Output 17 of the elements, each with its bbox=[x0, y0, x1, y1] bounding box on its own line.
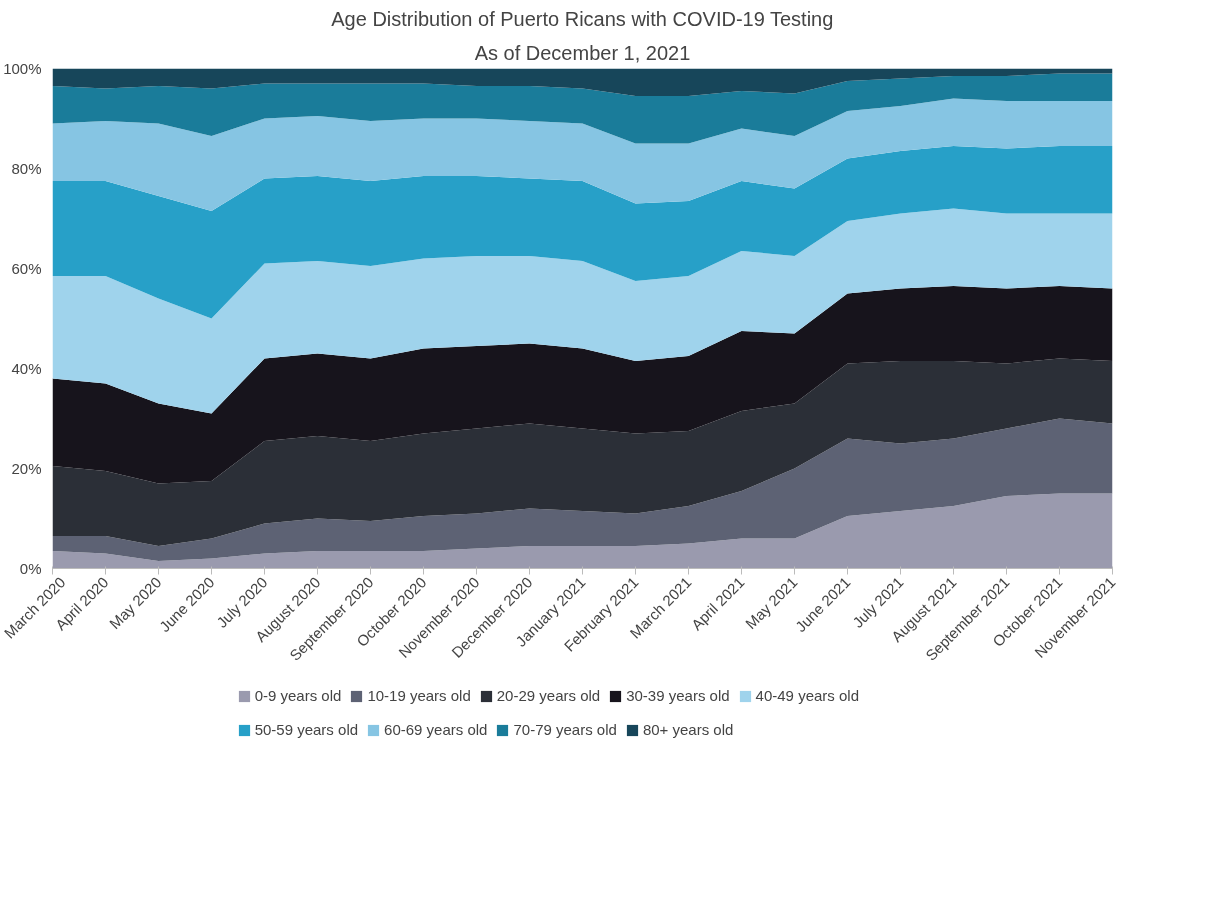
chart-title: Age Distribution of Puerto Ricans with COVID-19 Testing bbox=[331, 7, 834, 30]
legend-label: 60-69 years old bbox=[384, 721, 488, 738]
legend-label: 70-79 years old bbox=[513, 721, 617, 738]
legend-label: 30-39 years old bbox=[626, 687, 730, 704]
y-tick-label: 60% bbox=[11, 260, 42, 277]
legend-label: 0-9 years old bbox=[254, 687, 342, 704]
y-tick-label: 20% bbox=[11, 460, 42, 477]
y-tick-label: 40% bbox=[11, 360, 42, 377]
legend-label: 20-29 years old bbox=[496, 687, 601, 704]
y-tick-label: 100% bbox=[3, 60, 42, 77]
legend-label: 10-19 years old bbox=[367, 687, 471, 704]
y-tick-label: 0% bbox=[19, 560, 42, 577]
legend-label: 50-59 years old bbox=[254, 721, 359, 738]
legend-label: 80+ years old bbox=[642, 721, 734, 738]
legend-label: 40-49 years old bbox=[755, 687, 859, 704]
y-tick-label: 80% bbox=[11, 160, 42, 177]
chart-subtitle: As of December 1, 2021 bbox=[474, 41, 691, 64]
